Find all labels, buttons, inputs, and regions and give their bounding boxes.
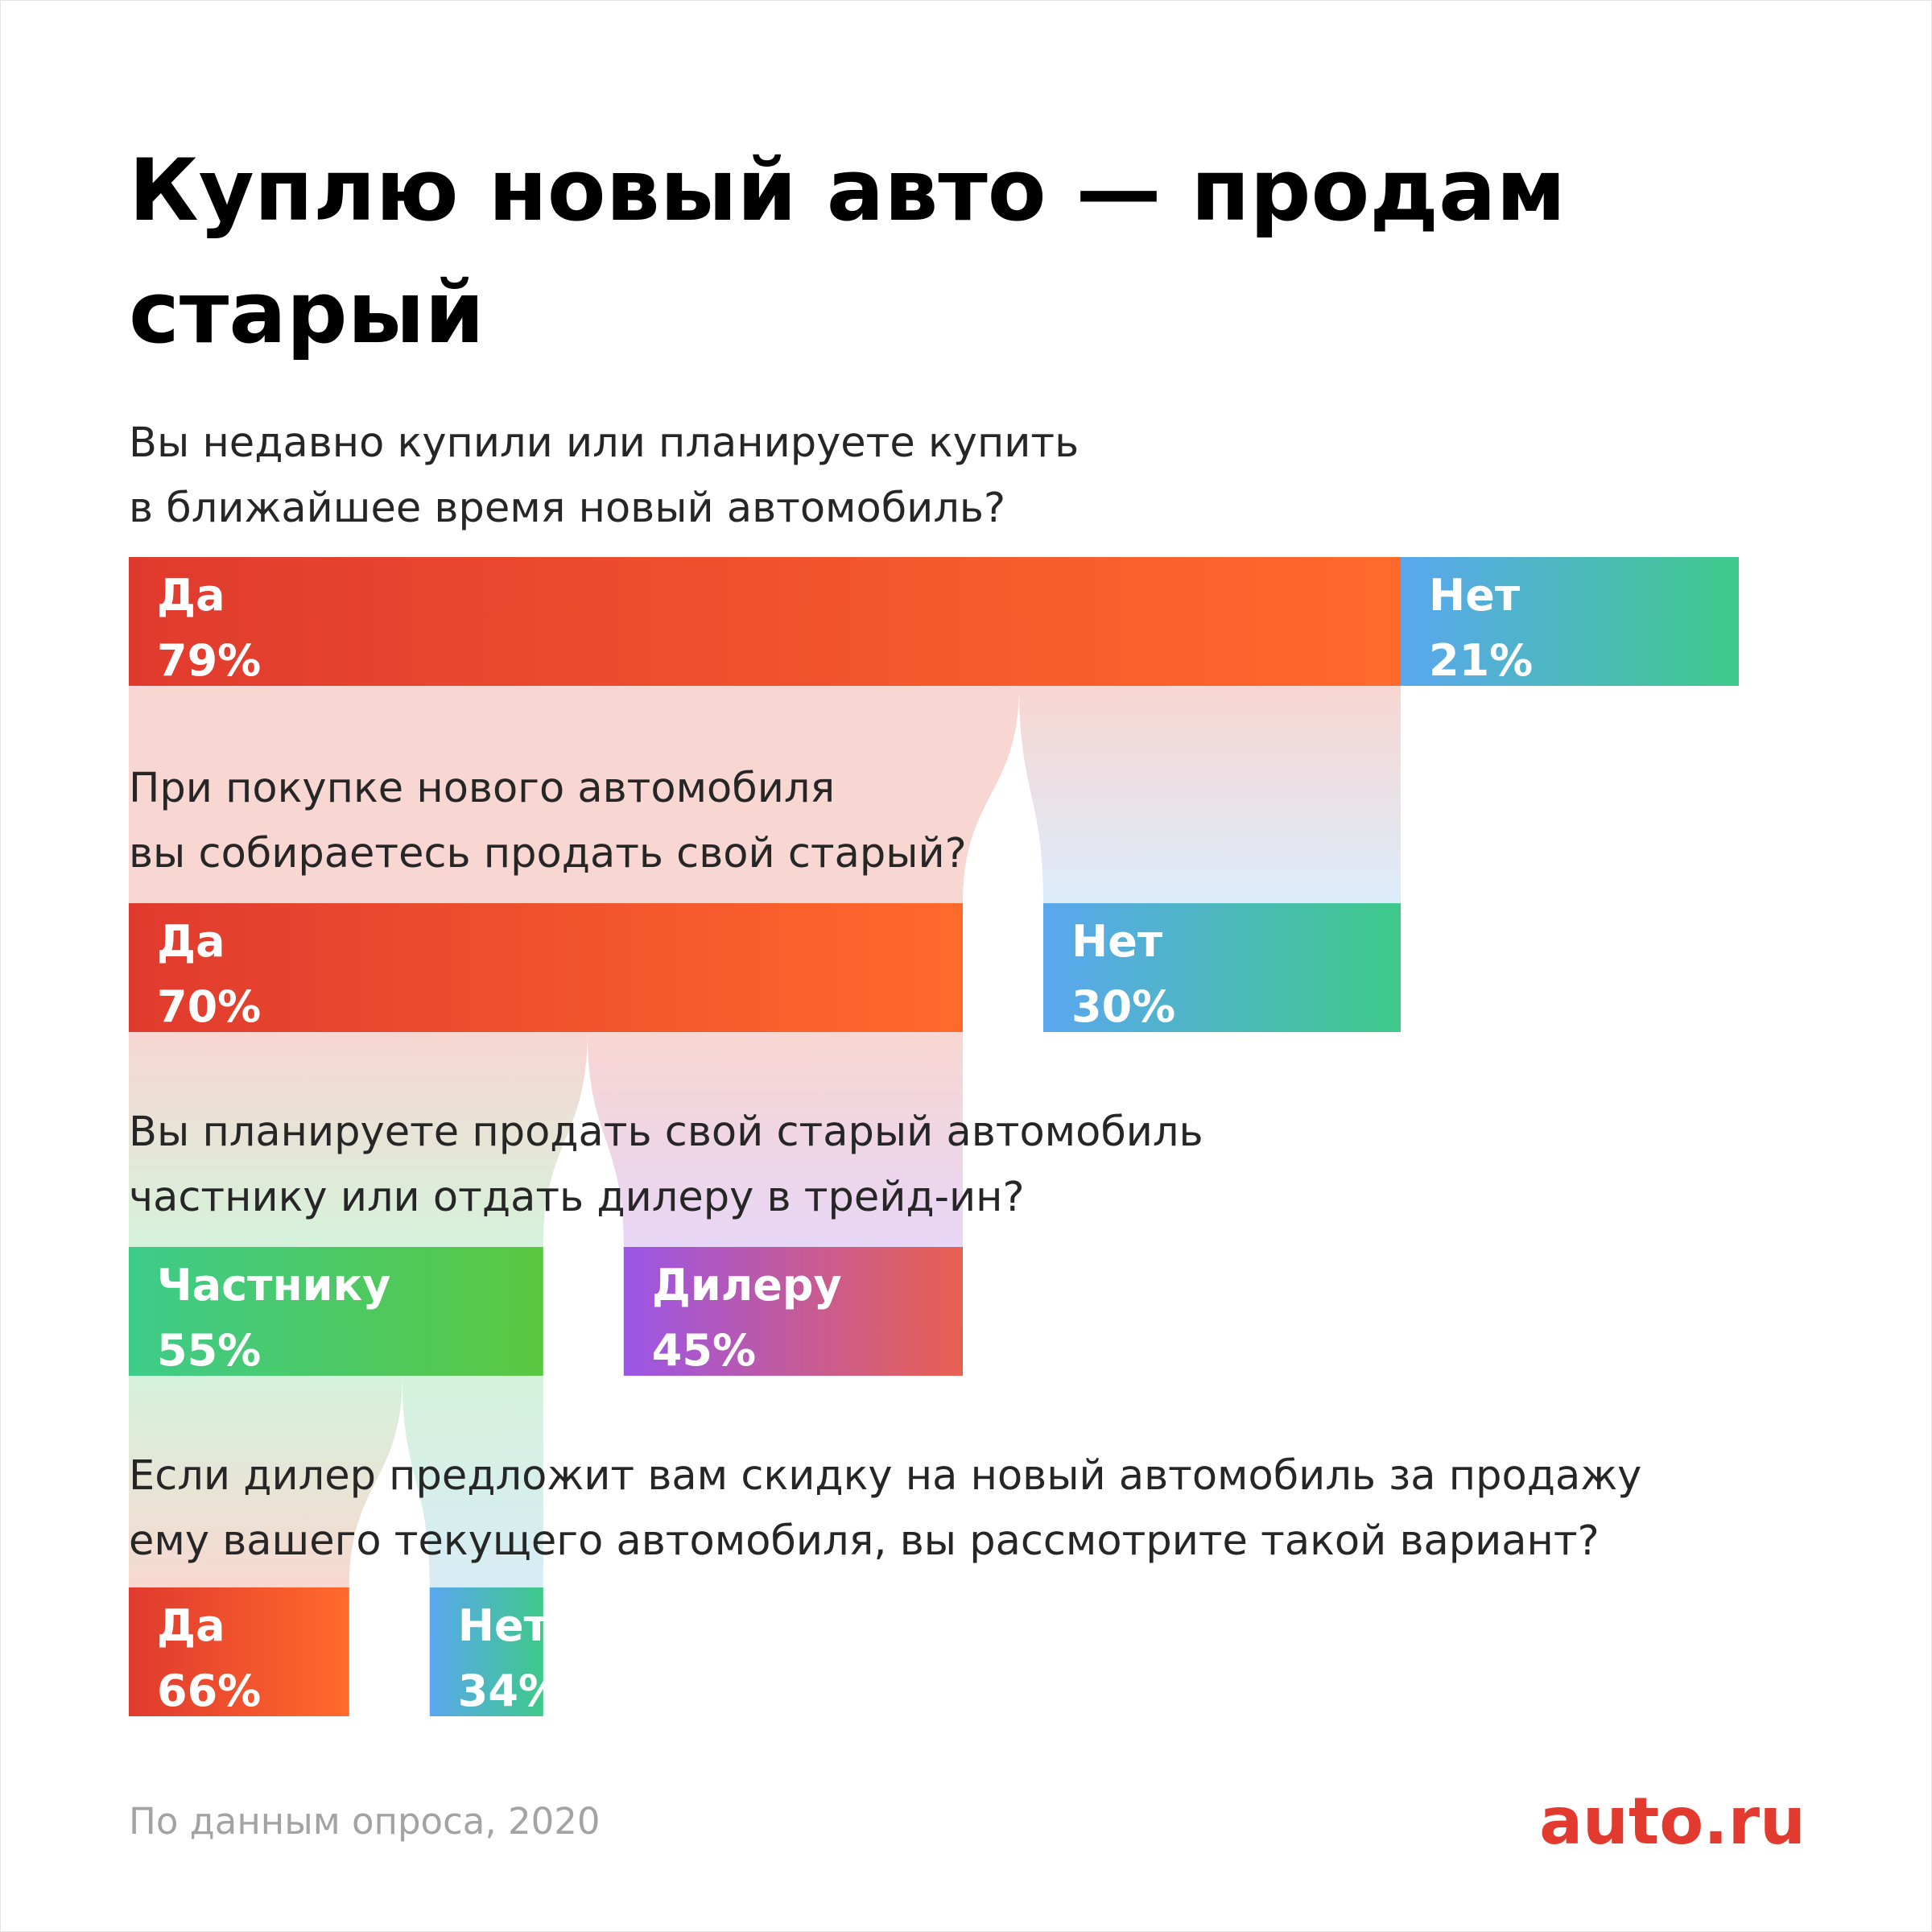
flow-band-1-a	[129, 686, 1019, 903]
flow-bands	[129, 686, 1401, 1587]
question-2-line-2: вы собираетесь продать свой старый?	[129, 830, 967, 877]
question-4: Если дилер предложит вам скидку на новый…	[129, 1452, 1641, 1565]
question-3: Вы планируете продать свой старый автомо…	[129, 1108, 1203, 1221]
source-note: По данным опроса, 2020	[129, 1800, 600, 1843]
bar-q3-second-value: 45%	[652, 1325, 756, 1376]
auto-ru-logo: auto.ru	[1539, 1784, 1806, 1859]
flow-band-3-b	[402, 1376, 543, 1587]
bar-q1-first	[129, 557, 1401, 686]
title-line-1: Куплю новый авто — продам	[129, 141, 1566, 240]
flow-band-2-b	[587, 1032, 963, 1247]
bar-q4-second	[429, 1587, 543, 1716]
question-4-line-2: ему вашего текущего автомобиля, вы рассм…	[129, 1517, 1600, 1565]
question-3-line-2: частнику или отдать дилеру в трейд-ин?	[129, 1174, 1025, 1221]
flow-band-2-a	[129, 1032, 588, 1247]
bar-q2-second	[1043, 903, 1401, 1032]
question-2: При покупке нового автомобиля вы собирае…	[129, 765, 967, 877]
bar-q2-second-label: Нет	[1071, 916, 1163, 967]
bar-q1-second	[1401, 557, 1739, 686]
title: Куплю новый авто — продам старый	[129, 141, 1566, 362]
bar-q3-first	[129, 1247, 543, 1376]
bar-q4-first-value: 66%	[157, 1666, 261, 1716]
bar-q3-first-label: Частнику	[157, 1260, 390, 1311]
bar-q4-first	[129, 1587, 349, 1716]
bar-q3-second-label: Дилеру	[652, 1260, 842, 1311]
bar-q2-first-label: Да	[157, 916, 225, 967]
bar-q1-second-label: Нет	[1429, 570, 1521, 621]
bar-q4-first-label: Да	[157, 1600, 225, 1651]
flow-band-1-b	[1019, 686, 1401, 903]
question-1-line-2: в ближайшее время новый автомобиль?	[129, 485, 1005, 532]
question-3-line-1: Вы планируете продать свой старый автомо…	[129, 1108, 1203, 1156]
bar-q2-second-value: 30%	[1071, 981, 1175, 1032]
question-1: Вы недавно купили или планируете купить …	[129, 419, 1079, 532]
bar-q4-second-label: Нет	[458, 1600, 550, 1651]
question-2-line-1: При покупке нового автомобиля	[129, 765, 835, 812]
bar-q2-first-value: 70%	[157, 981, 261, 1032]
bar-q1-first-value: 79%	[157, 635, 261, 686]
question-1-line-1: Вы недавно купили или планируете купить	[129, 419, 1079, 467]
bar-q3-second	[623, 1247, 963, 1376]
bar-q1-first-label: Да	[157, 570, 225, 621]
bar-q2-first	[129, 903, 963, 1032]
title-line-2: старый	[129, 263, 485, 362]
question-4-line-1: Если дилер предложит вам скидку на новый…	[129, 1452, 1641, 1500]
bar-q1-second-value: 21%	[1429, 635, 1533, 686]
bar-q4-second-value: 34%	[458, 1666, 562, 1716]
flow-band-3-a	[129, 1376, 402, 1587]
bar-q3-first-value: 55%	[157, 1325, 261, 1376]
bars: Да 79% Нет 21% Да 70% Нет 30% Частнику 55% Дилеру 4…	[129, 557, 1739, 1716]
